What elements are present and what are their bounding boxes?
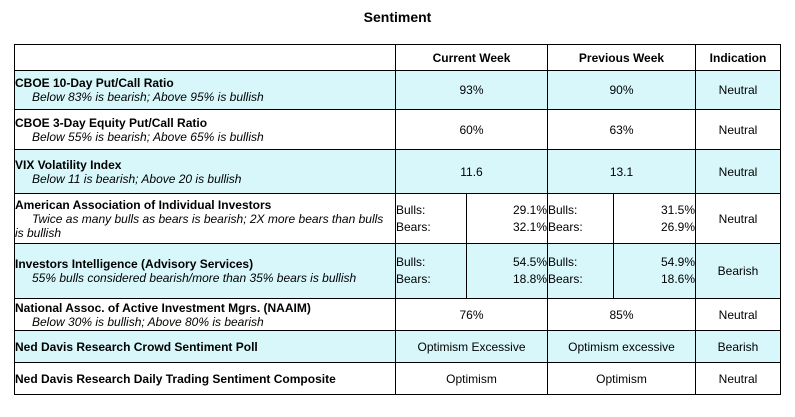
indication-value: Neutral bbox=[695, 109, 781, 150]
table-row: American Association of Individual Inves… bbox=[14, 193, 781, 244]
current-value: 76% bbox=[395, 298, 548, 331]
header-current-week: Current Week bbox=[395, 44, 548, 71]
previous-value: 13.1 bbox=[547, 149, 696, 194]
indicator-note: Below 55% is bearish; Above 65% is bulli… bbox=[32, 129, 264, 144]
indicator-name: National Assoc. of Active Investment Mgr… bbox=[15, 300, 311, 315]
current-bears-value: 32.1% bbox=[512, 219, 547, 234]
bears-label: Bears: bbox=[396, 219, 431, 234]
previous-bulls-value: 54.9% bbox=[660, 255, 695, 269]
indication-value: Neutral bbox=[695, 362, 781, 395]
table-row: VIX Volatility Index Below 11 is bearish… bbox=[14, 149, 781, 194]
indicator-note: Below 83% is bearish; Above 95% is bulli… bbox=[32, 90, 264, 104]
indication-value: Bearish bbox=[695, 330, 781, 363]
indicator-cell: CBOE 10-Day Put/Call Ratio Below 83% is … bbox=[14, 70, 396, 110]
current-bulls-value: 54.5% bbox=[512, 255, 547, 269]
previous-value: 90% bbox=[547, 70, 696, 110]
previous-labels-cell: Bulls: Bears: bbox=[547, 193, 614, 244]
indicator-note: Below 11 is bearish; Above 20 is bullish bbox=[32, 171, 242, 186]
current-values-cell: 54.5% 18.8% bbox=[466, 243, 548, 299]
previous-value: 63% bbox=[547, 109, 696, 150]
header-indicator bbox=[14, 44, 396, 71]
table-row: Ned Davis Research Daily Trading Sentime… bbox=[14, 362, 781, 395]
table-row: Ned Davis Research Crowd Sentiment Poll … bbox=[14, 330, 781, 363]
table-row: CBOE 10-Day Put/Call Ratio Below 83% is … bbox=[14, 70, 781, 110]
indicator-note: 55% bulls considered bearish/more than 3… bbox=[32, 271, 357, 285]
previous-values-cell: 54.9% 18.6% bbox=[613, 243, 696, 299]
bulls-label: Bulls: bbox=[548, 255, 578, 269]
indicator-cell: Investors Intelligence (Advisory Service… bbox=[14, 243, 396, 299]
table-row: CBOE 3-Day Equity Put/Call Ratio Below 5… bbox=[14, 109, 781, 150]
current-value: 93% bbox=[395, 70, 548, 110]
indicator-name: CBOE 3-Day Equity Put/Call Ratio bbox=[15, 115, 208, 130]
header-previous-week: Previous Week bbox=[547, 44, 696, 71]
table-row: National Assoc. of Active Investment Mgr… bbox=[14, 298, 781, 331]
previous-bears-value: 18.6% bbox=[660, 272, 695, 286]
indicator-cell: Ned Davis Research Crowd Sentiment Poll bbox=[14, 330, 396, 363]
previous-value: 85% bbox=[547, 298, 696, 331]
indicator-cell: VIX Volatility Index Below 11 is bearish… bbox=[14, 149, 396, 194]
header-indication: Indication bbox=[695, 44, 781, 71]
indicator-name: VIX Volatility Index bbox=[15, 157, 122, 172]
current-labels-cell: Bulls: Bears: bbox=[395, 193, 467, 244]
header-row: Current Week Previous Week Indication bbox=[14, 44, 781, 71]
previous-value: Optimism excessive bbox=[547, 330, 696, 363]
previous-bulls-value: 31.5% bbox=[660, 202, 695, 217]
indication-value: Neutral bbox=[695, 193, 781, 244]
bears-label: Bears: bbox=[548, 272, 583, 286]
bears-label: Bears: bbox=[396, 272, 431, 286]
indication-value: Neutral bbox=[695, 70, 781, 110]
indication-value: Neutral bbox=[695, 149, 781, 194]
bulls-label: Bulls: bbox=[396, 255, 426, 269]
bulls-label: Bulls: bbox=[548, 202, 578, 217]
indicator-name: Ned Davis Research Daily Trading Sentime… bbox=[15, 371, 336, 386]
indicator-cell: Ned Davis Research Daily Trading Sentime… bbox=[14, 362, 396, 395]
indicator-name: Ned Davis Research Crowd Sentiment Poll bbox=[15, 339, 258, 354]
current-value: Optimism bbox=[395, 362, 548, 395]
indicator-name: CBOE 10-Day Put/Call Ratio bbox=[15, 76, 174, 90]
bears-label: Bears: bbox=[548, 219, 583, 234]
current-bears-value: 18.8% bbox=[512, 272, 547, 286]
indicator-name: American Association of Individual Inves… bbox=[15, 197, 272, 212]
page-title: Sentiment bbox=[363, 9, 432, 25]
indicator-note: Twice as many bulls as bears is bearish;… bbox=[15, 211, 384, 240]
previous-value: Optimism bbox=[547, 362, 696, 395]
current-value: Optimism Excessive bbox=[395, 330, 548, 363]
previous-labels-cell: Bulls: Bears: bbox=[547, 243, 614, 299]
indicator-cell: American Association of Individual Inves… bbox=[14, 193, 396, 244]
indicator-note: Below 30% is bullish; Above 80% is beari… bbox=[32, 314, 264, 329]
indicator-cell: National Assoc. of Active Investment Mgr… bbox=[14, 298, 396, 331]
table-row: Investors Intelligence (Advisory Service… bbox=[14, 243, 781, 299]
indicator-cell: CBOE 3-Day Equity Put/Call Ratio Below 5… bbox=[14, 109, 396, 150]
current-value: 60% bbox=[395, 109, 548, 150]
current-labels-cell: Bulls: Bears: bbox=[395, 243, 467, 299]
indicator-name: Investors Intelligence (Advisory Service… bbox=[15, 257, 254, 271]
current-bulls-value: 29.1% bbox=[512, 202, 547, 217]
current-value: 11.6 bbox=[395, 149, 548, 194]
previous-values-cell: 31.5% 26.9% bbox=[613, 193, 696, 244]
current-values-cell: 29.1% 32.1% bbox=[466, 193, 548, 244]
indication-value: Bearish bbox=[695, 243, 781, 299]
previous-bears-value: 26.9% bbox=[660, 219, 695, 234]
bulls-label: Bulls: bbox=[396, 202, 426, 217]
sentiment-table: Current Week Previous Week Indication CB… bbox=[14, 44, 781, 395]
indication-value: Neutral bbox=[695, 298, 781, 331]
